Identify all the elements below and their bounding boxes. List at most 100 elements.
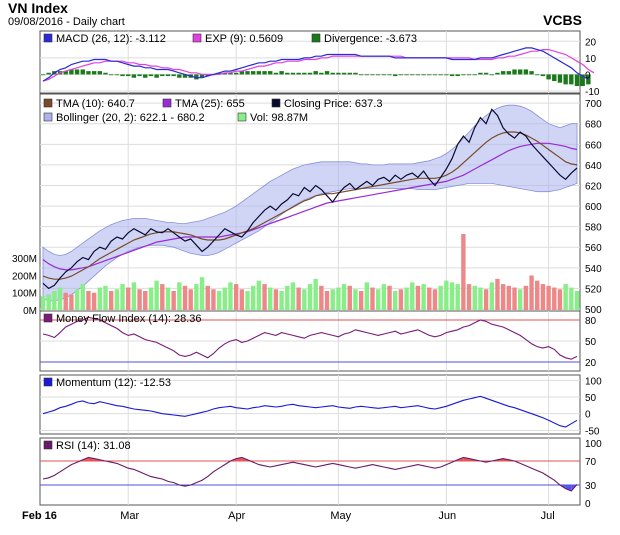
rsi-oversold-fill: [565, 485, 572, 491]
rsi-overbought-fill: [463, 457, 470, 461]
macd-divergence-bar: [239, 71, 245, 75]
macd-divergence-bar: [307, 72, 313, 75]
volume-bar: [46, 294, 51, 310]
volume-bar: [529, 275, 534, 310]
macd-divergence-bar: [563, 74, 568, 85]
macd-divergence-bar: [500, 71, 506, 75]
macd-divergence-bar: [347, 72, 352, 75]
macd-divergence-bar: [273, 72, 279, 75]
macd-legend-label-2: Divergence: -3.673: [324, 33, 417, 45]
volume-bar: [341, 284, 347, 310]
macd-divergence-bar: [131, 74, 137, 78]
volume-bar: [444, 280, 449, 310]
volume-ytick-2: 100M: [12, 289, 37, 300]
macd-divergence-bar: [154, 74, 159, 78]
volume-bar: [188, 289, 193, 310]
volume-bar: [427, 287, 432, 310]
macd-divergence-bar: [262, 71, 267, 75]
volume-bar: [97, 287, 103, 310]
x-axis-label-2: Apr: [228, 510, 245, 522]
volume-bar: [126, 287, 131, 310]
macd-divergence-bar: [285, 72, 290, 75]
volume-bar: [131, 282, 137, 310]
momentum-legend-swatch-0: [43, 377, 53, 387]
volume-bar: [472, 285, 477, 310]
volume-bar: [421, 284, 426, 310]
rsi-ytick-3: 0: [585, 499, 591, 510]
volume-bar: [506, 285, 512, 310]
volume-bar: [40, 296, 46, 310]
volume-bar: [466, 284, 472, 310]
macd-divergence-bar: [143, 74, 148, 78]
volume-bar: [103, 285, 108, 310]
macd-divergence-bar: [410, 74, 415, 76]
chart-subtitle: 09/08/2016 - Daily chart: [8, 16, 125, 28]
volume-bar: [552, 287, 557, 310]
volume-bar: [523, 285, 529, 310]
volume-bar: [461, 234, 466, 310]
macd-ytick-1: 10: [585, 54, 597, 65]
macd-divergence-bar: [444, 74, 449, 76]
volume-bar: [324, 291, 330, 310]
volume-bar: [228, 282, 233, 310]
price-legend-a-swatch-0: [43, 98, 53, 108]
macd-divergence-bar: [358, 74, 364, 76]
volume-bar: [63, 292, 68, 310]
macd-divergence-bar: [313, 71, 318, 75]
volume-bar: [347, 285, 352, 310]
macd-divergence-bar: [256, 71, 262, 75]
volume-bar: [137, 289, 142, 310]
macd-legend-swatch-0: [43, 33, 53, 43]
macd-divergence-bar: [529, 71, 534, 75]
macd-divergence-bar: [290, 72, 296, 75]
macd-divergence-bar: [449, 74, 455, 77]
price-ytick-0: 700: [585, 99, 602, 110]
volume-bar: [495, 278, 500, 310]
macd-divergence-bar: [108, 74, 114, 76]
price-ytick-9: 520: [585, 284, 602, 295]
rsi-overbought-fill: [236, 457, 242, 461]
macd-divergence-bar: [148, 74, 154, 77]
volume-bar: [449, 282, 455, 310]
price-ytick-7: 560: [585, 243, 602, 254]
volume-bar: [205, 285, 210, 310]
volume-bar: [86, 291, 91, 310]
rsi-legend-label-0: RSI (14): 31.08: [56, 440, 131, 452]
volume-bar: [57, 287, 63, 310]
mfi-legend-swatch-0: [43, 313, 53, 323]
macd-legend-label-0: MACD (26, 12): -3.112: [56, 33, 166, 45]
macd-divergence-bar: [205, 74, 210, 77]
macd-divergence-bar: [364, 74, 370, 76]
macd-divergence-bar: [233, 72, 239, 75]
volume-bar: [171, 291, 176, 310]
price-ytick-4: 620: [585, 181, 602, 192]
volume-bar: [489, 282, 494, 310]
macd-divergence-bar: [302, 72, 307, 75]
macd-divergence-bar: [330, 72, 335, 75]
price-ytick-1: 680: [585, 120, 602, 131]
volume-bar: [478, 287, 483, 310]
volume-bar: [302, 289, 307, 310]
macd-divergence-bar: [171, 74, 176, 77]
price-legend-a-label-2: Closing Price: 637.3: [284, 98, 382, 110]
volume-bar: [91, 292, 97, 310]
price-legend-a-swatch-2: [271, 98, 281, 108]
volume-bar: [182, 285, 188, 310]
price-ytick-10: 500: [585, 305, 602, 316]
momentum-legend-label-0: Momentum (12): -12.53: [56, 377, 171, 389]
tma25-line: [42, 142, 578, 271]
price-ytick-3: 640: [585, 161, 602, 172]
macd-exp-line: [42, 48, 595, 82]
volume-bar: [120, 284, 125, 310]
macd-legend-swatch-1: [192, 33, 202, 43]
macd-divergence-bar: [472, 74, 477, 76]
rsi-line: [42, 456, 578, 492]
macd-divergence-bar: [569, 74, 574, 85]
macd-divergence-bar: [296, 72, 301, 75]
volume-bar: [160, 284, 165, 310]
macd-ytick-3: -10: [585, 87, 600, 98]
macd-divergence-bar: [353, 72, 358, 75]
chart-title: VN Index: [8, 0, 68, 16]
macd-divergence-bar: [91, 71, 97, 75]
price-ytick-5: 600: [585, 202, 602, 213]
